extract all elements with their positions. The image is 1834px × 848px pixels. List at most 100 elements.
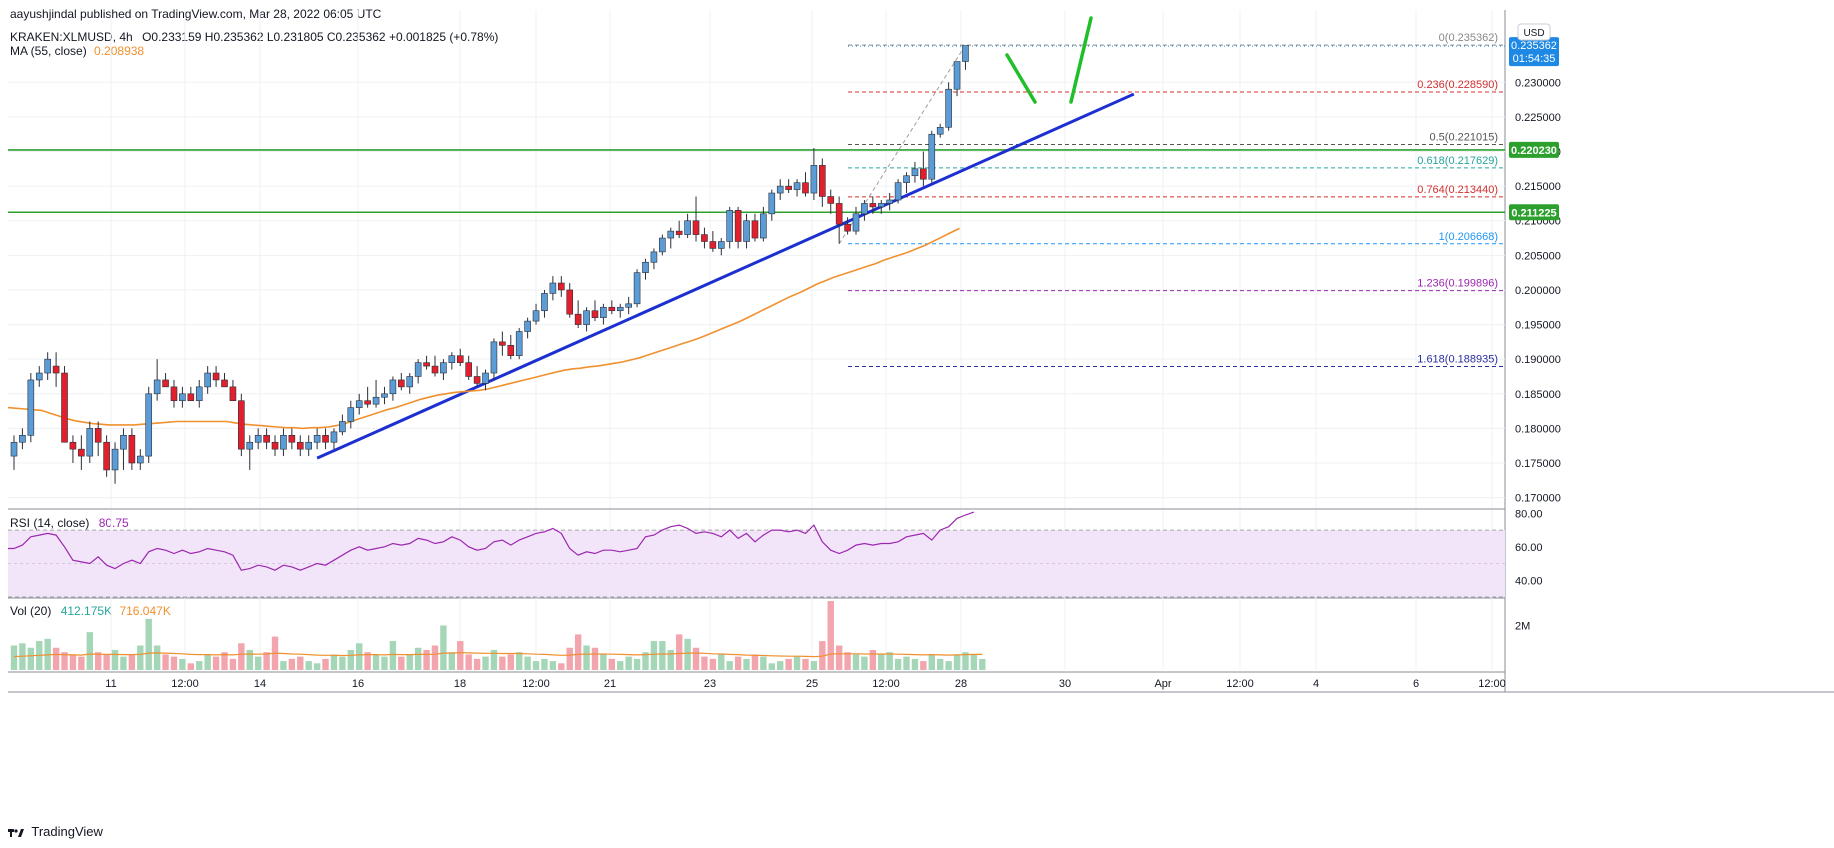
time-axis-label: 23 bbox=[704, 678, 716, 690]
candle bbox=[625, 296, 632, 315]
rsi-line bbox=[8, 511, 975, 571]
candle-body bbox=[330, 431, 338, 443]
volume-bar bbox=[962, 652, 969, 670]
last-price-tag bbox=[1509, 37, 1559, 67]
candle bbox=[473, 366, 481, 387]
candle bbox=[448, 352, 456, 370]
trendline bbox=[316, 92, 1135, 460]
candle-body bbox=[945, 88, 952, 128]
volume-bar bbox=[928, 654, 935, 670]
time-axis-label: 18 bbox=[454, 678, 466, 690]
candle-body bbox=[431, 365, 439, 374]
volume-bar bbox=[27, 647, 35, 670]
volume-bar bbox=[903, 656, 910, 670]
fib-level-label: 1.618(0.188935) bbox=[1417, 354, 1498, 366]
candle-body bbox=[650, 251, 658, 263]
candle-body bbox=[499, 341, 506, 346]
volume-legend-value: 412.175K bbox=[60, 604, 113, 618]
candle-body bbox=[751, 220, 759, 239]
volume-bar bbox=[937, 658, 944, 670]
candle-body bbox=[776, 185, 784, 194]
volume-bar bbox=[953, 654, 961, 670]
volume-bar bbox=[465, 654, 472, 670]
candle bbox=[61, 366, 68, 443]
candle-body bbox=[44, 358, 51, 374]
volume-bar bbox=[69, 654, 77, 670]
candle-body bbox=[195, 386, 203, 402]
volume-bar bbox=[516, 652, 523, 670]
volume-bar bbox=[869, 649, 877, 670]
volume-bar bbox=[406, 654, 413, 670]
volume-bar bbox=[103, 654, 110, 670]
volume-bar bbox=[128, 654, 136, 670]
candle-body bbox=[313, 435, 321, 443]
candle bbox=[195, 379, 203, 408]
candle bbox=[827, 189, 835, 214]
volume-bar bbox=[162, 654, 169, 670]
time-axis-label: 14 bbox=[254, 678, 266, 690]
candle bbox=[692, 196, 700, 242]
rsi-legend-value: 80.75 bbox=[98, 516, 129, 530]
volume-bar bbox=[440, 625, 447, 670]
volume-bar bbox=[617, 661, 624, 670]
price-axis-label: 0.175000 bbox=[1515, 458, 1561, 470]
candle bbox=[456, 348, 464, 367]
candle bbox=[288, 428, 296, 450]
time-axis-label: Apr bbox=[1154, 678, 1171, 690]
volume-bar bbox=[675, 634, 683, 670]
candle-body bbox=[61, 372, 68, 443]
price-axis-label: 0.190000 bbox=[1515, 354, 1561, 366]
candle bbox=[810, 148, 818, 200]
candle-body bbox=[869, 203, 877, 208]
volume-bar bbox=[263, 652, 270, 670]
candle-body bbox=[322, 435, 329, 443]
volume-bar bbox=[558, 663, 565, 670]
volume-bar bbox=[221, 652, 228, 670]
candle bbox=[339, 414, 346, 436]
candle-body bbox=[111, 448, 119, 471]
candle bbox=[389, 376, 397, 401]
candle bbox=[768, 189, 776, 221]
candle bbox=[574, 300, 582, 329]
fib-level-label: 0.618(0.217629) bbox=[1417, 155, 1498, 167]
candle bbox=[852, 206, 860, 235]
candle-body bbox=[94, 428, 102, 443]
candle-body bbox=[936, 126, 944, 135]
volume-bar bbox=[642, 652, 649, 670]
candle-body bbox=[768, 192, 776, 215]
candle-body bbox=[212, 372, 220, 381]
volume-bar bbox=[153, 645, 161, 670]
candle bbox=[364, 386, 371, 408]
volume-bar bbox=[347, 649, 354, 670]
candle-body bbox=[827, 196, 835, 204]
candle-body bbox=[886, 199, 893, 204]
rsi-legend-label: RSI (14, close) bbox=[10, 516, 90, 530]
volume-bar bbox=[777, 661, 784, 670]
volume-bar bbox=[878, 654, 885, 670]
candle-body bbox=[541, 293, 548, 312]
candle bbox=[238, 393, 245, 457]
volume-bar bbox=[120, 656, 127, 670]
candle-body bbox=[456, 355, 464, 363]
candle bbox=[305, 435, 313, 457]
candle bbox=[296, 435, 304, 457]
candle bbox=[675, 220, 683, 239]
candle bbox=[962, 45, 969, 70]
candle bbox=[541, 289, 548, 318]
candle-body bbox=[254, 435, 262, 443]
candle bbox=[254, 428, 262, 450]
candle-body bbox=[852, 213, 860, 232]
candle bbox=[717, 238, 725, 256]
time-axis-label: 21 bbox=[604, 678, 616, 690]
volume-bar bbox=[204, 654, 211, 670]
candle-body bbox=[490, 341, 498, 374]
projection-up-arrow bbox=[1069, 16, 1093, 104]
candle-body bbox=[684, 220, 691, 235]
volume-bar bbox=[583, 645, 590, 670]
candle bbox=[120, 428, 127, 470]
candle-body bbox=[903, 175, 910, 183]
volume-bar bbox=[423, 649, 430, 670]
candle bbox=[263, 428, 270, 450]
candle-body bbox=[877, 203, 885, 208]
